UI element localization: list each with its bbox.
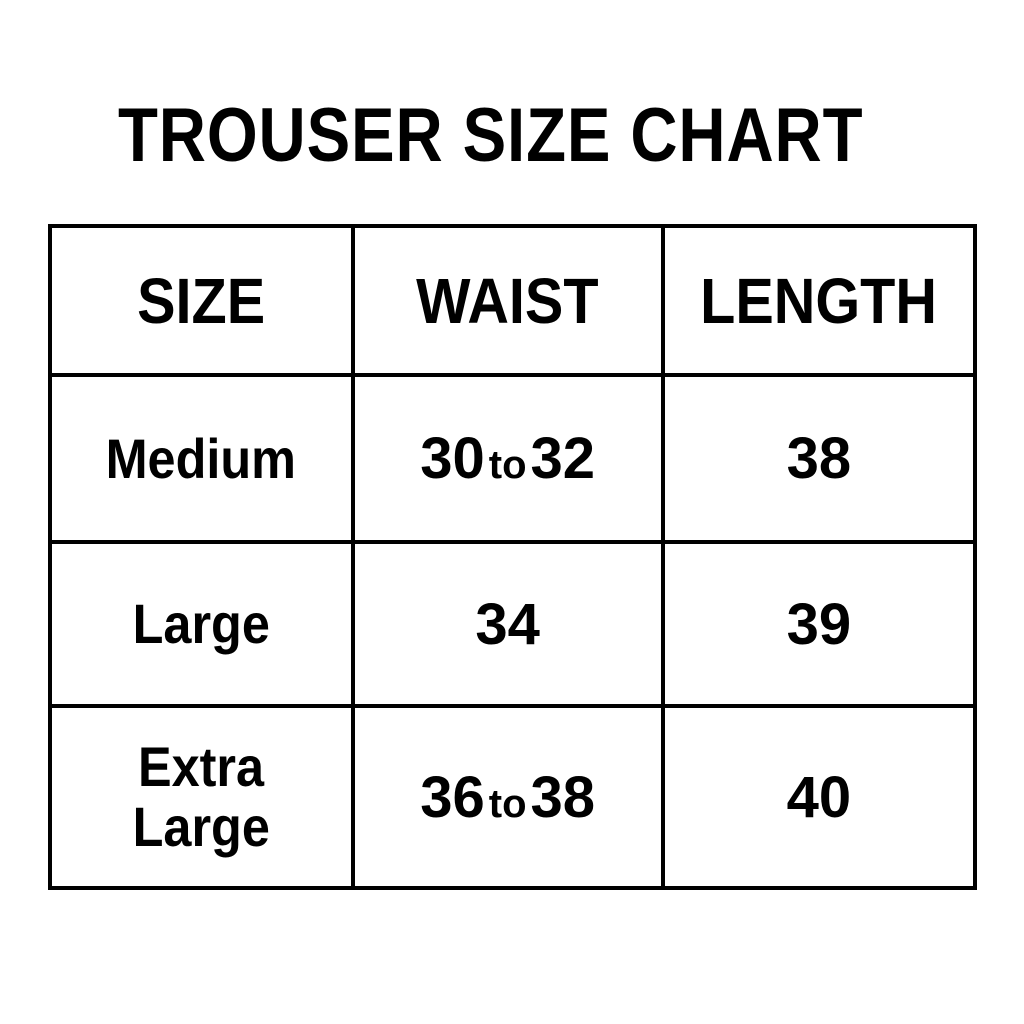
size-cell: Medium: [48, 373, 355, 544]
header-size: SIZE: [48, 224, 355, 377]
length-cell: 38: [660, 373, 978, 544]
size-cell: Large: [48, 540, 355, 708]
table-row: Large 34 39: [48, 540, 978, 708]
page-title: TROUSER SIZE CHART: [118, 93, 864, 178]
length-cell: 40: [660, 704, 978, 890]
waist-cell: 36 to38: [350, 704, 665, 890]
size-chart-table: SIZE WAIST LENGTH Medium 30 to32 38 Large…: [48, 224, 978, 890]
waist-cell: 34: [350, 540, 665, 708]
size-cell: Extra Large: [48, 704, 355, 890]
table-row: Medium 30 to32 38: [48, 373, 978, 544]
table-row: Extra Large 36 to38 40: [48, 704, 978, 890]
header-waist: WAIST: [350, 224, 665, 377]
waist-cell: 30 to32: [350, 373, 665, 544]
table-header-row: SIZE WAIST LENGTH: [48, 224, 978, 377]
header-length: LENGTH: [660, 224, 978, 377]
length-cell: 39: [660, 540, 978, 708]
